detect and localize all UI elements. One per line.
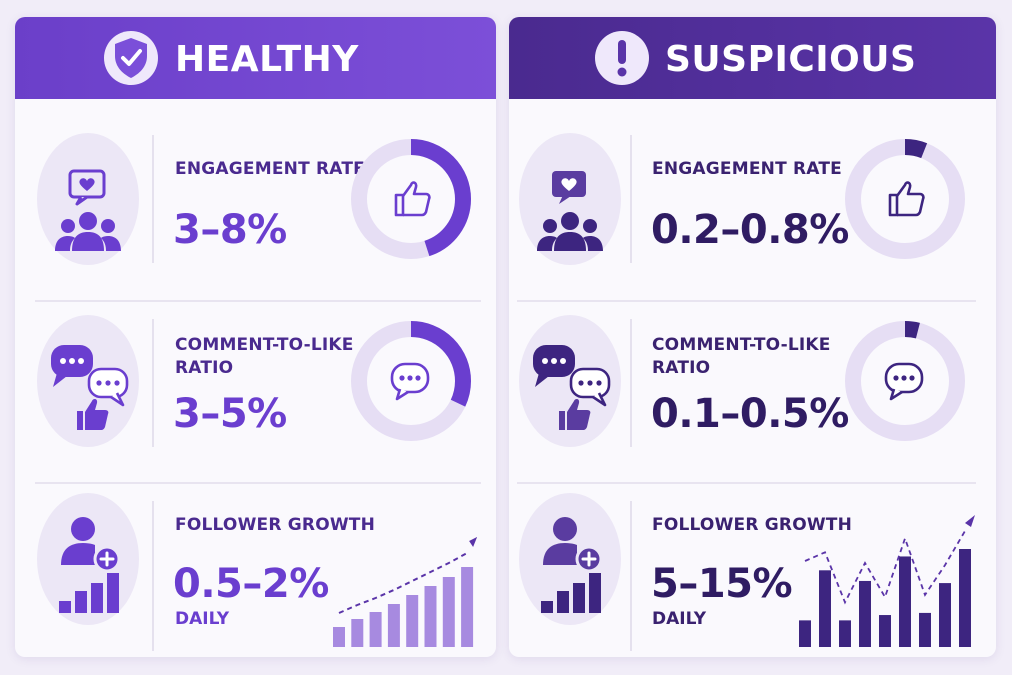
row-divider [517,300,976,302]
comment-ratio-label-line2: RATIO [175,358,234,378]
suspicious-growth-row: FOLLOWER GROWTH 5–15% DAILY [509,483,996,657]
engagement-donut-arc [845,139,965,259]
growth-bar [859,580,871,647]
growth-bar [442,577,455,647]
trend-arrow-head [965,515,975,527]
row-divider [35,482,481,484]
comment-icon [390,362,430,401]
follower-growth-sub: DAILY [652,609,707,629]
engagement-donut-arc [351,139,471,259]
growth-bar [351,619,364,647]
comment-ratio-value: 3–5% [173,391,287,437]
steady-growth-chart [333,537,477,647]
comment-ratio-value: 0.1–0.5% [651,391,849,437]
trend-line [804,530,966,605]
growth-bar [799,620,811,647]
comment-ratio-donut-arc [845,321,965,441]
engagement-rate-value: 0.2–0.8% [651,207,849,253]
row-divider-vertical [152,135,154,263]
growth-bar [461,567,474,647]
comment-icon [884,362,924,401]
comment-ratio-label-line1: COMMENT-TO-LIKE [175,335,354,355]
row-divider-vertical [630,319,632,447]
erratic-growth-chart [799,515,975,647]
thumbs-up-icon [888,181,925,217]
suspicious-title: SUSPICIOUS [665,39,917,80]
add-user-bars-icon [37,493,139,625]
comment-ratio-donut-arc [351,321,471,441]
growth-bar [387,604,400,647]
comment-ratio-label-line2: RATIO [652,358,711,378]
trend-line [338,552,468,614]
healthy-panel: HEALTHY ENGAGEMENT RATE 3–8% [15,17,496,657]
follower-growth-label: FOLLOWER GROWTH [175,515,376,535]
growth-bar [369,612,382,647]
suspicious-comment-row: COMMENT-TO-LIKE RATIO 0.1–0.5% [509,301,996,483]
audience-heart-icon [37,133,139,265]
growth-bar [333,627,345,647]
comment-ratio-label-line1: COMMENT-TO-LIKE [652,335,831,355]
follower-growth-value: 0.5–2% [173,561,329,607]
healthy-engagement-row: ENGAGEMENT RATE 3–8% [15,117,496,299]
healthy-header: HEALTHY [15,17,496,99]
thumbs-up-icon [394,181,431,217]
healthy-title: HEALTHY [175,39,359,80]
row-divider-vertical [630,501,632,651]
row-divider-vertical [152,501,154,651]
growth-bar [819,570,831,647]
suspicious-header: SUSPICIOUS [509,17,996,99]
follower-growth-label: FOLLOWER GROWTH [652,515,853,535]
comments-like-icon [519,315,621,447]
engagement-rate-label: ENGAGEMENT RATE [175,159,365,179]
growth-bar [839,620,851,647]
row-divider-vertical [630,135,632,263]
healthy-comment-row: COMMENT-TO-LIKE RATIO 3–5% [15,301,496,483]
growth-bar [879,615,891,647]
engagement-rate-label: ENGAGEMENT RATE [652,159,842,179]
audience-heart-icon [519,133,621,265]
growth-bar [406,595,419,647]
healthy-growth-row: FOLLOWER GROWTH 0.5–2% DAILY [15,483,496,657]
suspicious-panel: SUSPICIOUS ENGAGEMENT RATE 0.2–0.8% [509,17,996,657]
shield-check-icon [104,31,158,85]
growth-bar [959,549,971,647]
trend-arrow-head [469,537,477,547]
comments-like-icon [37,315,139,447]
growth-bar [899,556,911,647]
row-divider-vertical [152,319,154,447]
follower-growth-value: 5–15% [651,561,793,607]
row-divider [517,482,976,484]
engagement-donut [351,139,471,259]
growth-bar [939,583,951,647]
growth-bar [424,586,437,647]
add-user-bars-icon [519,493,621,625]
exclamation-icon [595,31,649,85]
engagement-donut [845,139,965,259]
comment-ratio-donut [845,321,965,441]
growth-bar [919,612,931,647]
comment-ratio-donut [351,321,471,441]
follower-growth-sub: DAILY [175,609,230,629]
row-divider [35,300,481,302]
suspicious-engagement-row: ENGAGEMENT RATE 0.2–0.8% [509,117,996,299]
engagement-rate-value: 3–8% [173,207,287,253]
